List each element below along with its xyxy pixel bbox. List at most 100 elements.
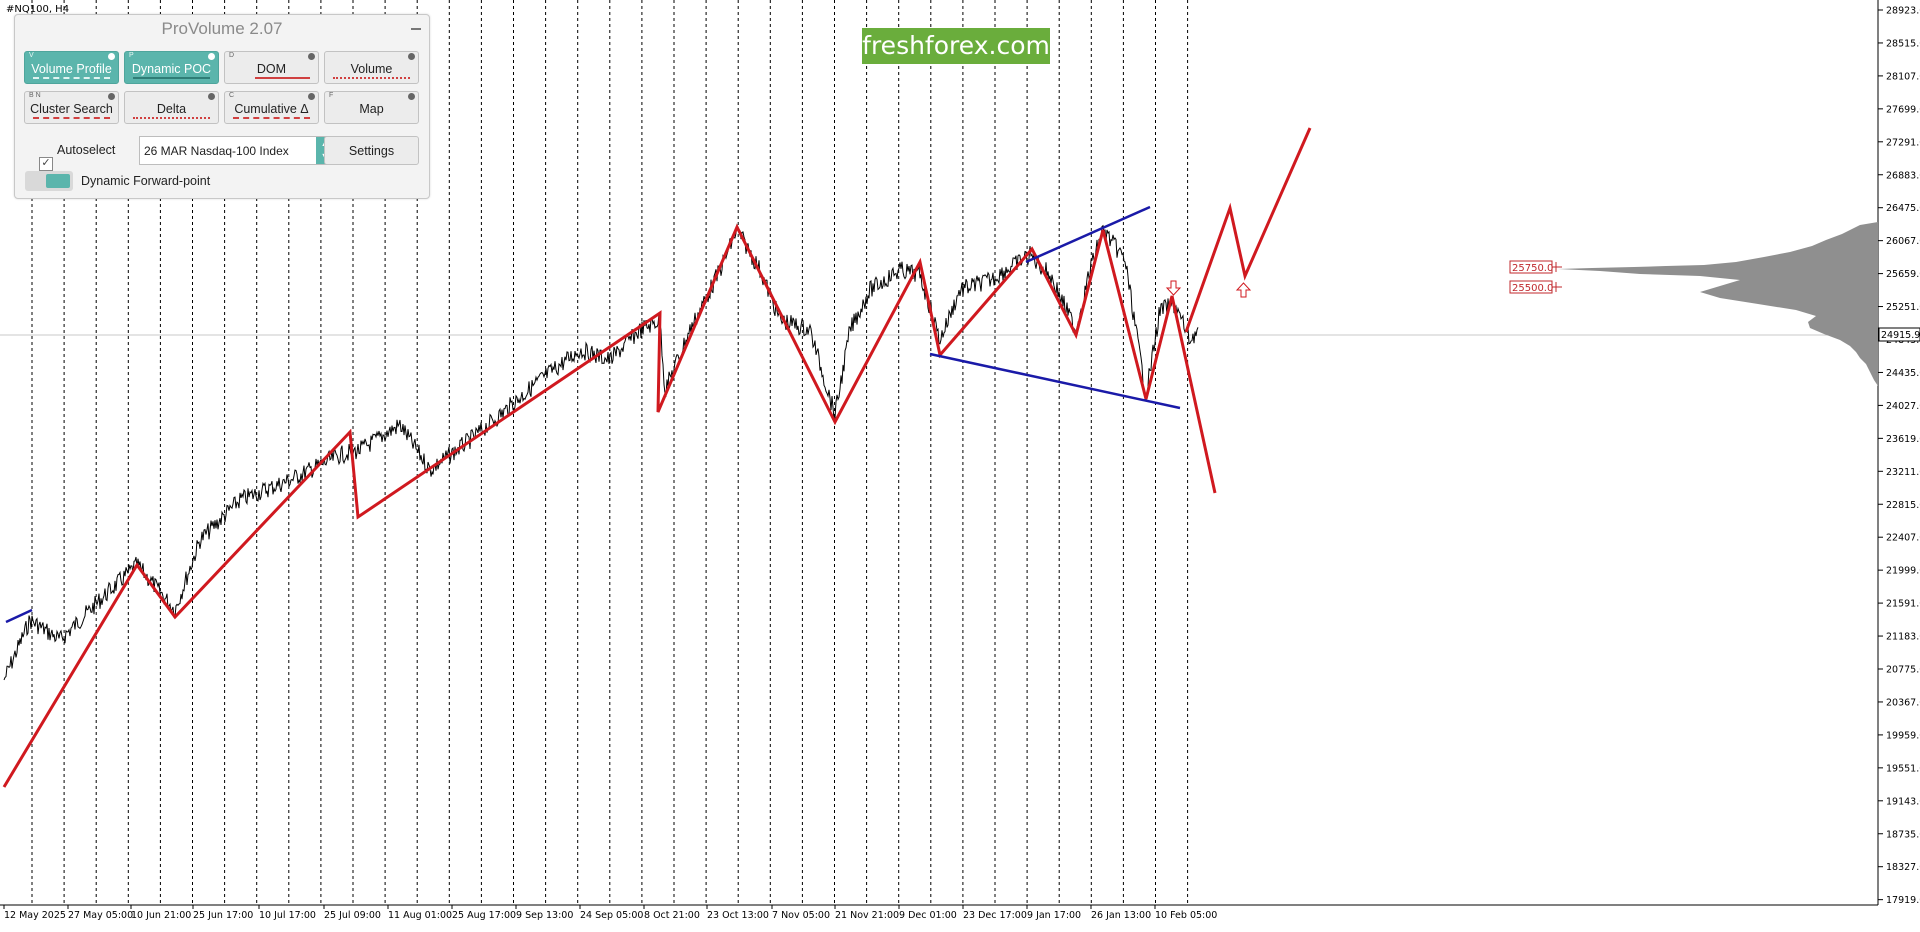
trendline-left [5, 608, 33, 624]
price-tick-label: 21591.0 [1886, 599, 1920, 610]
panel-title: ProVolume 2.07 [161, 19, 283, 38]
symbol-timeframe-label: #NQ100, H4 [6, 4, 70, 15]
cluster-search-button[interactable]: B N Cluster Search [24, 91, 119, 124]
button-indicator [33, 75, 110, 79]
price-tick-label: 27699.0 [1886, 104, 1920, 115]
button-indicator [333, 75, 410, 79]
time-tick-label: 9 Dec 01:00 [899, 910, 957, 921]
price-tick-label: 28107.0 [1886, 71, 1920, 82]
delta-button[interactable]: Delta [124, 91, 219, 124]
time-tick-label: 25 Jun 17:00 [193, 910, 253, 921]
time-tick-label: 7 Nov 05:00 [772, 910, 830, 921]
price-tick-label: 26067.0 [1886, 236, 1920, 247]
gear-icon[interactable] [308, 93, 315, 100]
time-tick-label: 9 Jan 17:00 [1027, 910, 1081, 921]
gear-icon[interactable] [208, 93, 215, 100]
price-tick-label: 19143.0 [1886, 796, 1920, 807]
gear-icon[interactable] [408, 93, 415, 100]
dynamic-poc-button[interactable]: P Dynamic POC [124, 51, 219, 84]
autoselect-checkbox[interactable]: ✓ [39, 157, 53, 171]
map-button[interactable]: F Map [324, 91, 419, 124]
level-label-25750[interactable]: 25750.0 [1509, 260, 1562, 274]
price-tick-label: 27291.0 [1886, 137, 1920, 148]
zigzag-forecast [1184, 127, 1312, 333]
channel-upper-line [1025, 205, 1151, 264]
time-tick-label: 25 Jul 09:00 [324, 910, 381, 921]
time-tick-label: 24 Sep 05:00 [580, 910, 643, 921]
price-tick-label: 17919.0 [1886, 895, 1920, 906]
arrow-down-marker [1165, 280, 1182, 296]
svg-text:24915.9: 24915.9 [1881, 330, 1920, 341]
price-tick-label: 21999.0 [1886, 566, 1920, 577]
time-tick-label: 10 Jul 17:00 [259, 910, 316, 921]
price-tick-label: 21183.0 [1886, 632, 1920, 643]
volume-profile [1558, 222, 1878, 386]
time-tick-label: 10 Jun 21:00 [131, 910, 191, 921]
forward-point-label: Dynamic Forward-point [81, 174, 211, 188]
price-tick-label: 26475.0 [1886, 203, 1920, 214]
time-tick-label: 27 May 05:00 [68, 910, 133, 921]
price-tick-label: 24435.0 [1886, 368, 1920, 379]
brand-watermark: freshforex.com [862, 28, 1050, 64]
gear-icon[interactable] [108, 53, 115, 60]
time-tick-label: 23 Oct 13:00 [707, 910, 769, 921]
svg-text:25750.0: 25750.0 [1512, 263, 1553, 274]
time-tick-label: 9 Sep 13:00 [516, 910, 573, 921]
price-tick-label: 28923.0 [1886, 6, 1920, 17]
price-tick-label: 26883.0 [1886, 170, 1920, 181]
price-tick-label: 22407.0 [1886, 533, 1920, 544]
settings-button[interactable]: Settings [324, 136, 419, 165]
svg-text:25500.0: 25500.0 [1512, 283, 1553, 294]
time-tick-label: 12 May 2025 [4, 910, 66, 921]
price-series [3, 223, 1199, 681]
time-tick-label: 26 Jan 13:00 [1091, 910, 1151, 921]
cumulative-delta-button[interactable]: C Cumulative Δ [224, 91, 319, 124]
price-tick-label: 18735.0 [1886, 829, 1920, 840]
channel-lower-line [929, 352, 1181, 410]
price-tick-label: 19551.0 [1886, 763, 1920, 774]
price-tick-label: 19959.0 [1886, 730, 1920, 741]
price-tick-label: 25251.0 [1886, 302, 1920, 313]
gear-icon[interactable] [208, 53, 215, 60]
time-tick-label: 23 Dec 17:00 [963, 910, 1027, 921]
price-axis: 28923.0 28515.0 28107.0 27699.0 27291.0 26883… [1878, 6, 1920, 906]
button-indicator [133, 115, 210, 119]
arrow-up-marker [1235, 282, 1252, 298]
volume-profile-shape [1558, 222, 1878, 386]
autoselect-label: Autoselect [57, 143, 116, 157]
price-tick-label: 20367.0 [1886, 697, 1920, 708]
toggle-knob [46, 174, 70, 188]
button-indicator [133, 75, 210, 79]
price-tick-label: 18327.0 [1886, 862, 1920, 873]
current-price-tag: 24915.9 [1878, 327, 1920, 342]
time-tick-label: 8 Oct 21:00 [644, 910, 700, 921]
price-tick-label: 20775.0 [1886, 665, 1920, 676]
instrument-select[interactable]: 26 MAR Nasdaq-100 Index ▲▼ [139, 136, 335, 165]
minimize-icon[interactable] [409, 19, 423, 33]
provolume-panel[interactable]: ProVolume 2.07 V Volume Profile P Dynami… [14, 14, 430, 199]
time-tick-label: 10 Feb 05:00 [1155, 910, 1217, 921]
level-label-25500[interactable]: 25500.0 [1509, 280, 1562, 294]
gear-icon[interactable] [108, 93, 115, 100]
volume-button[interactable]: Volume [324, 51, 419, 84]
time-tick-label: 11 Aug 01:00 [388, 910, 452, 921]
time-tick-label: 25 Aug 17:00 [452, 910, 516, 921]
instrument-value: 26 MAR Nasdaq-100 Index [144, 144, 289, 158]
price-tick-label: 23619.0 [1886, 434, 1920, 445]
gear-icon[interactable] [408, 53, 415, 60]
price-tick-label: 23211.0 [1886, 467, 1920, 478]
volume-profile-button[interactable]: V Volume Profile [24, 51, 119, 84]
price-tick-label: 22815.0 [1886, 500, 1920, 511]
button-indicator [33, 115, 110, 119]
gear-icon[interactable] [308, 53, 315, 60]
price-tick-label: 25659.0 [1886, 269, 1920, 280]
price-tick-label: 28515.0 [1886, 38, 1920, 49]
zigzag-line [2, 223, 1217, 788]
forward-point-toggle[interactable] [25, 171, 73, 191]
dom-button[interactable]: D DOM [224, 51, 319, 84]
period-separators [31, 0, 1189, 905]
price-tick-label: 24027.0 [1886, 401, 1920, 412]
